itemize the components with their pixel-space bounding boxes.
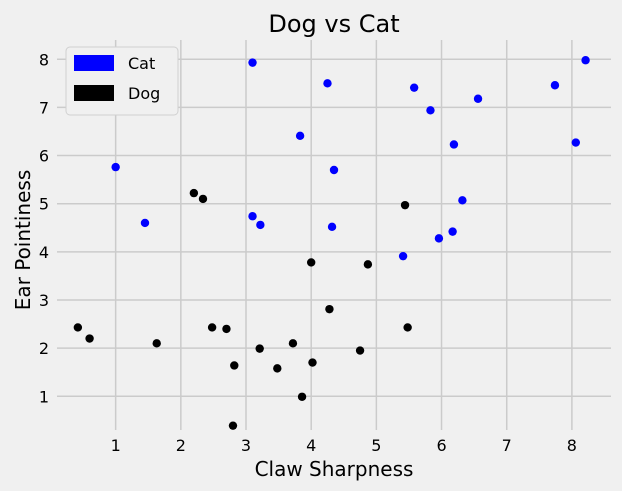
dog-point bbox=[400, 200, 410, 210]
x-tick-label: 8 bbox=[567, 436, 577, 455]
dog-point bbox=[222, 324, 231, 334]
cat-point bbox=[140, 218, 150, 228]
cat-point bbox=[473, 94, 483, 103]
legend: Cat Dog bbox=[65, 46, 179, 116]
cat-point bbox=[449, 140, 459, 149]
grid bbox=[57, 40, 611, 430]
y-tick-label: 1 bbox=[39, 387, 49, 406]
x-tick-label: 2 bbox=[176, 436, 186, 455]
dog-point bbox=[363, 260, 373, 269]
dog-point bbox=[152, 339, 161, 348]
dog-point bbox=[306, 258, 316, 267]
data-points bbox=[73, 56, 590, 430]
x-tick-label: 7 bbox=[502, 436, 512, 455]
chart-title: Dog vs Cat bbox=[268, 10, 399, 38]
cat-point bbox=[295, 131, 305, 141]
cat-point bbox=[409, 83, 419, 92]
cat-point bbox=[434, 234, 444, 243]
dog-point bbox=[85, 334, 94, 343]
cat-point bbox=[550, 81, 560, 90]
dog-point bbox=[273, 364, 282, 373]
dog-point bbox=[355, 346, 365, 355]
x-tick-label: 3 bbox=[241, 436, 251, 455]
dog-point bbox=[403, 323, 412, 332]
dog-point bbox=[230, 361, 239, 370]
cat-point bbox=[571, 138, 581, 147]
x-tick-label: 5 bbox=[371, 436, 381, 455]
dog-point bbox=[255, 344, 264, 353]
y-tick-label: 4 bbox=[39, 243, 49, 262]
y-tick-label: 2 bbox=[39, 339, 49, 358]
x-tick-label: 4 bbox=[306, 436, 316, 455]
cat-point bbox=[581, 56, 590, 65]
cat-point bbox=[398, 251, 408, 261]
cat-point bbox=[323, 79, 332, 88]
y-tick-label: 7 bbox=[39, 98, 49, 117]
x-tick-label: 6 bbox=[436, 436, 446, 455]
legend-swatch-dog bbox=[74, 85, 114, 101]
dog-point bbox=[207, 323, 217, 332]
dog-point bbox=[73, 323, 83, 332]
cat-point bbox=[426, 106, 435, 115]
cat-point bbox=[111, 162, 120, 172]
x-tick-label: 1 bbox=[111, 436, 121, 455]
y-tick-label: 3 bbox=[39, 291, 49, 310]
cat-point bbox=[329, 165, 339, 175]
cat-point bbox=[327, 222, 337, 232]
cat-point bbox=[256, 220, 265, 230]
y-tick-label: 6 bbox=[39, 147, 49, 166]
dog-point bbox=[198, 194, 208, 204]
legend-swatch-cat bbox=[74, 55, 114, 71]
cat-point bbox=[248, 58, 257, 67]
cat-point bbox=[448, 227, 457, 236]
y-axis-label: Ear Pointiness bbox=[11, 170, 35, 311]
cat-point bbox=[248, 212, 257, 221]
cat-point bbox=[458, 196, 467, 205]
y-tick-label: 5 bbox=[39, 195, 49, 214]
dog-point bbox=[297, 392, 307, 401]
dog-point bbox=[288, 339, 298, 348]
legend-label-dog: Dog bbox=[128, 84, 160, 103]
x-axis-label: Claw Sharpness bbox=[255, 457, 414, 481]
dog-point bbox=[228, 421, 238, 430]
y-tick-label: 8 bbox=[39, 50, 49, 69]
tick-labels: 1 2 3 4 5 6 7 8 1 2 3 4 5 6 7 8 bbox=[39, 50, 577, 455]
dog-point bbox=[189, 188, 199, 198]
legend-label-cat: Cat bbox=[128, 54, 155, 73]
dog-point bbox=[308, 358, 317, 367]
dog-point bbox=[325, 304, 334, 314]
